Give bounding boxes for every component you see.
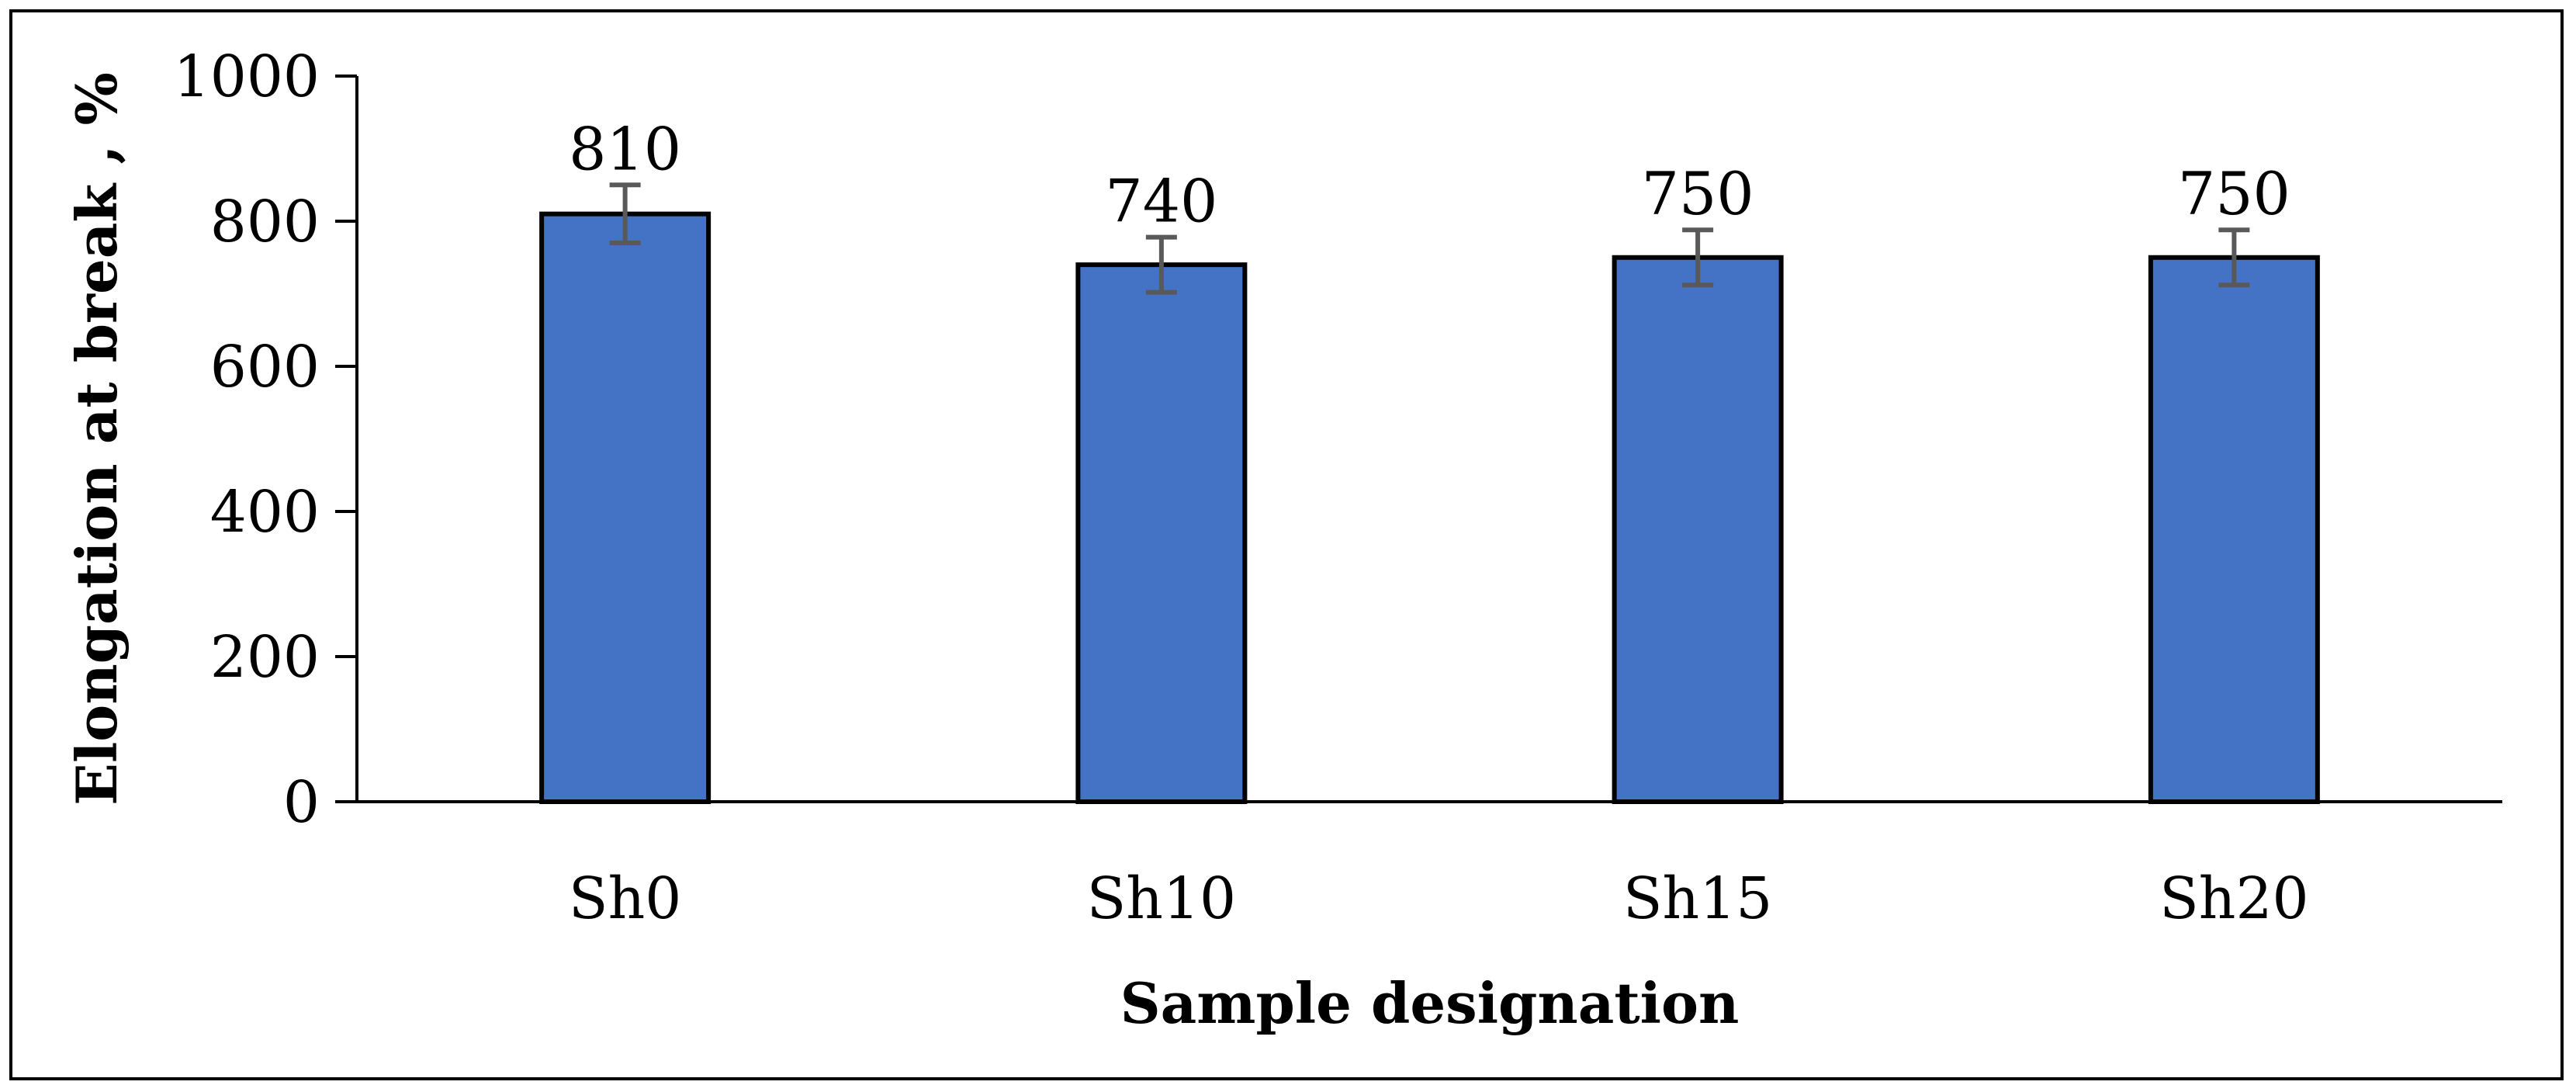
- y-tick-label: 400: [210, 479, 320, 546]
- bar: [2148, 255, 2320, 804]
- y-tick-label: 1000: [174, 43, 320, 110]
- x-axis-title: Sample designation: [1120, 970, 1740, 1036]
- bar: [539, 211, 712, 804]
- y-axis-title: Elongation at break , %: [64, 72, 130, 806]
- data-label: 810: [569, 114, 681, 183]
- y-tick-label: 0: [283, 769, 320, 836]
- labels: 810 Sh0 740 Sh10 750 Sh15 750 Sh20: [569, 114, 2309, 932]
- x-tick-label: Sh0: [569, 865, 681, 932]
- y-tick-label: 600: [210, 334, 320, 400]
- y-tick-label: 200: [210, 624, 320, 691]
- bars: [539, 182, 2320, 805]
- x-tick-label: Sh15: [1623, 865, 1773, 932]
- data-label: 750: [2178, 159, 2290, 228]
- x-tick-label: Sh10: [1087, 865, 1237, 932]
- x-tick-label: Sh20: [2159, 865, 2309, 932]
- data-label: 750: [1642, 159, 1754, 228]
- bar: [1075, 262, 1248, 805]
- bar: [1612, 255, 1784, 804]
- y-tick-label: 800: [210, 189, 320, 255]
- chart-frame: [9, 9, 2564, 1080]
- data-label: 740: [1105, 167, 1217, 236]
